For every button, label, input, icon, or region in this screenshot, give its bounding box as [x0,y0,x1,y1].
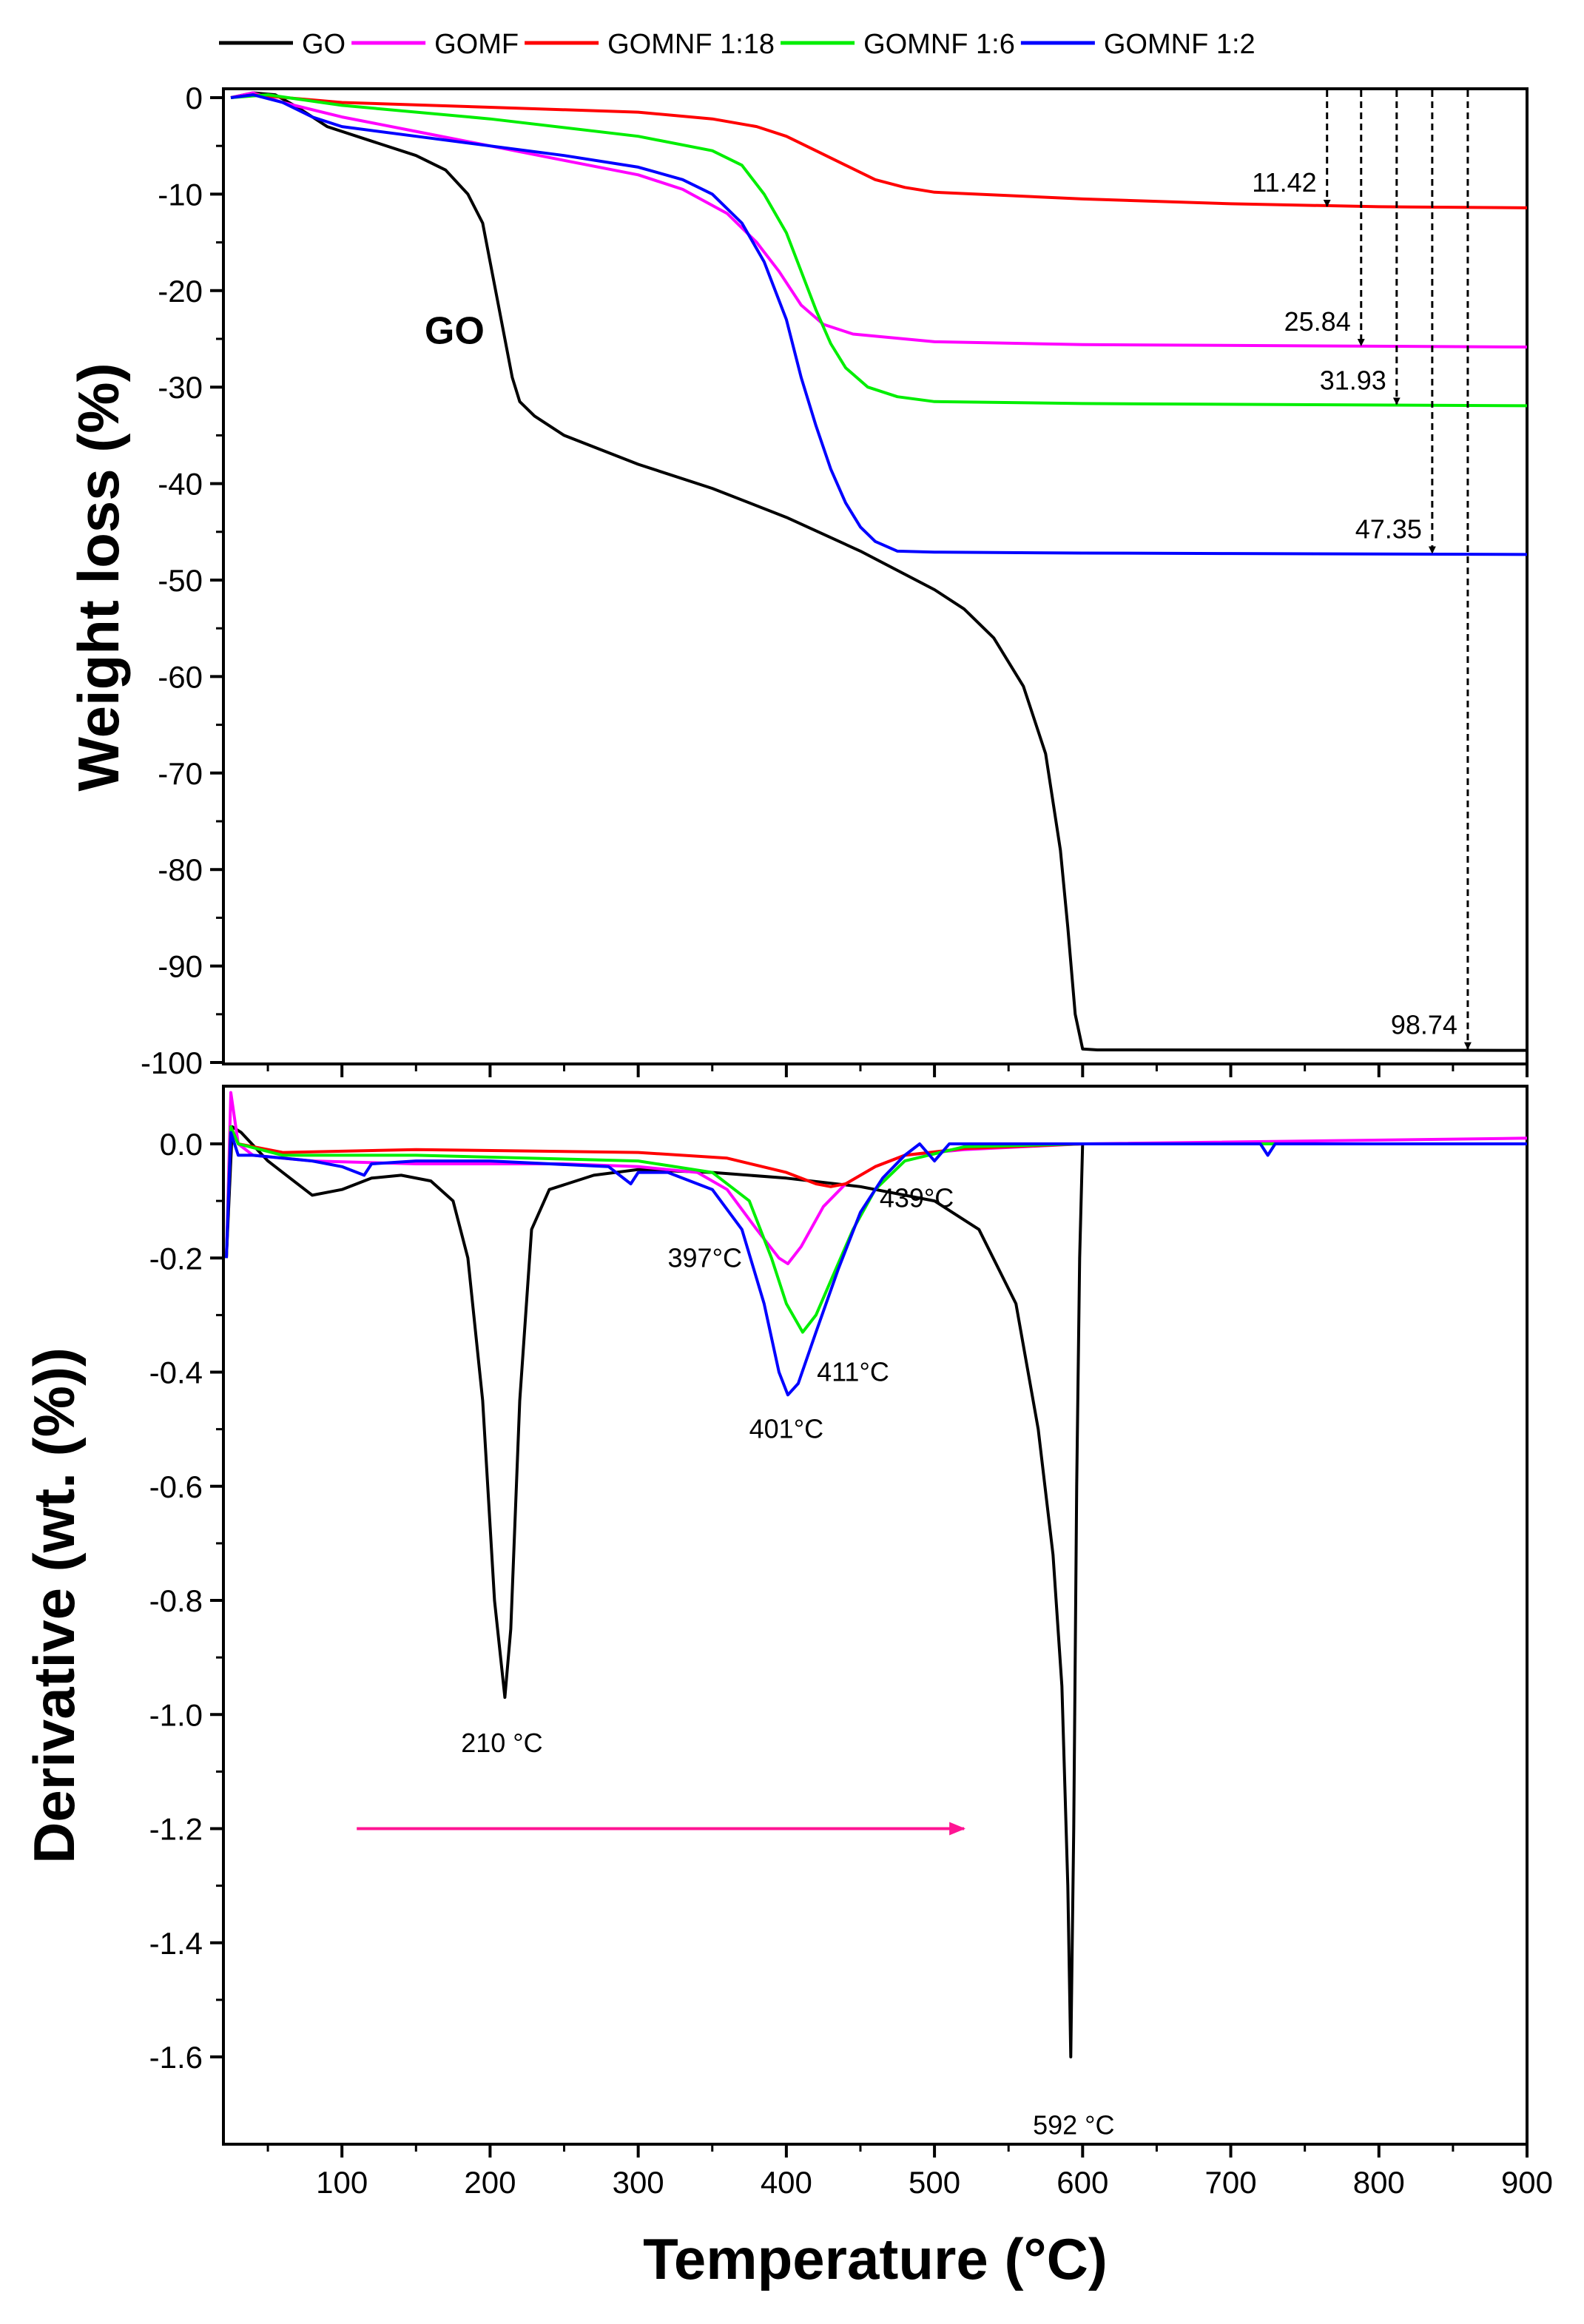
y-tick-label: -1.6 [149,2040,203,2075]
legend-label-gomnf-1-18: GOMNF 1:18 [607,29,775,60]
top-series-gomf [230,91,1528,348]
y-tick-label: -50 [158,563,203,598]
bottom-axis-ticks: 0.0 -0.2 -0.4 -0.6 -0.8 -1.0 -1.2 -1.4 -1.6 100 20… [149,1127,1553,2200]
y-tick-label: -100 [141,1045,203,1080]
y-tick-label: -0.6 [149,1469,203,1504]
bottom-series [225,1091,1528,2058]
legend-label-gomf: GOMF [434,29,519,60]
top-plot-frame [222,87,1529,1065]
legend-label-go: GO [302,29,346,60]
top-series-gomnf-1-2 [230,93,1528,556]
bottom-panel: 0.0 -0.2 -0.4 -0.6 -0.8 -1.0 -1.2 -1.4 -1.6 100 20… [21,1085,1553,2200]
y-tick-label: -0.8 [149,1583,203,1618]
marker-label-31-93: 31.93 [1320,365,1386,395]
bottom-y-axis-title: Derivative (wt. (%)) [21,1347,87,1864]
bottom-series-gomnf-1-6 [225,1125,1527,1334]
annotation-592-c: 592 °C [1033,2110,1114,2141]
y-tick-label: -10 [158,177,203,212]
x-axis-title: Temperature (°C) [643,2226,1108,2291]
bottom-series-go [225,1125,1527,2058]
bottom-series-gomnf-1-18 [225,1125,1527,1259]
marker-label-47-35: 47.35 [1355,513,1422,544]
annotation-210-c: 210 °C [461,1728,542,1758]
x-tick-label: 500 [909,2165,960,2200]
y-tick-label: -80 [158,852,203,887]
y-tick-label: -20 [158,274,203,309]
y-tick-label: -40 [158,467,203,502]
y-tick-label: -0.4 [149,1355,203,1390]
x-tick-label: 800 [1353,2165,1405,2200]
top-annotations: GO [425,310,485,353]
x-tick-label: 700 [1205,2165,1257,2200]
x-tick-label: 400 [761,2165,812,2200]
y-tick-label: -60 [158,659,203,694]
x-tick-label: 200 [464,2165,516,2200]
y-tick-label: 0.0 [160,1127,203,1162]
top-series-gomnf-1-18 [230,93,1528,209]
y-tick-label: -1.2 [149,1812,203,1847]
top-y-axis-title: Weight loss (%) [66,363,131,791]
y-tick-label: -30 [158,370,203,405]
y-tick-label: -1.4 [149,1926,203,1961]
legend-label-gomnf-1-6: GOMNF 1:6 [863,29,1015,60]
x-tick-label: 100 [316,2165,368,2200]
marker-label-25-84: 25.84 [1284,306,1351,337]
marker-label-98-74: 98.74 [1391,1010,1457,1040]
y-tick-label: 0 [186,81,203,115]
legend-label-gomnf-1-2: GOMNF 1:2 [1104,29,1256,60]
annotation-397-c: 397°C [668,1242,742,1273]
x-tick-label: 600 [1056,2165,1108,2200]
annotation-439-c: 439°C [880,1182,954,1213]
top-series-go [230,91,1528,1052]
y-tick-label: -90 [158,949,203,984]
top-axis-ticks: 0 -10 -20 -30 -40 -50 -60 -70 -80 -90 -100 [141,81,1529,1080]
annotation-401-c: 401°C [749,1414,823,1444]
legend: GO GOMF GOMNF 1:18 GOMNF 1:6 GOMNF 1:2 [219,29,1256,60]
y-tick-label: -0.2 [149,1241,203,1276]
y-tick-label: -1.0 [149,1697,203,1732]
bottom-annotations: 210 °C 397°C 401°C 411°C 439°C 592 °C [357,1182,1115,2141]
top-markers: 11.42 25.84 31.93 47.35 98.74 [1252,90,1472,1050]
x-tick-label: 300 [613,2165,664,2200]
top-panel: 0 -10 -20 -30 -40 -50 -60 -70 -80 -90 -100 11.42 25… [66,81,1529,1080]
annotation-411-c: 411°C [817,1357,889,1387]
x-tick-label: 900 [1501,2165,1553,2200]
y-tick-label: -70 [158,756,203,791]
bottom-series-gomnf-1-2 [225,1131,1527,1397]
bottom-plot-frame [222,1085,1529,2146]
top-series-gomnf-1-6 [230,93,1528,408]
annotation-go: GO [425,310,485,353]
marker-label-11-42: 11.42 [1252,167,1316,198]
top-series [230,91,1528,1052]
